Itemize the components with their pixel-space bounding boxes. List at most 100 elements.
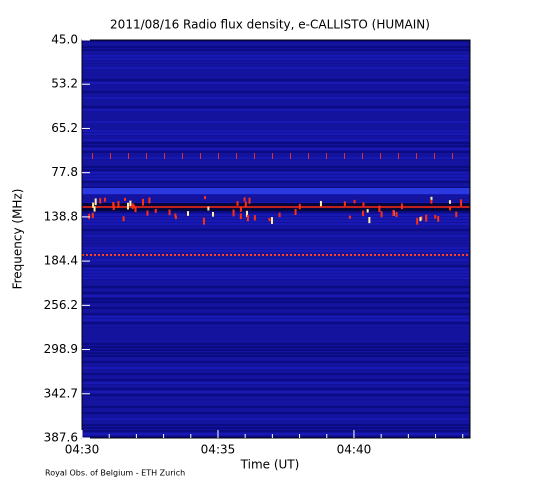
texture-row <box>82 370 470 372</box>
burst <box>343 201 346 207</box>
texture-row <box>82 361 470 363</box>
texture-row <box>82 160 470 162</box>
burst <box>134 206 137 213</box>
speck <box>154 254 156 256</box>
burst <box>448 206 451 211</box>
speck <box>386 254 388 256</box>
speck <box>254 153 255 159</box>
burst <box>93 206 96 212</box>
y-tick-label: 138.8 <box>44 209 78 223</box>
speck <box>134 254 136 256</box>
speck <box>202 254 204 256</box>
texture-row <box>82 295 470 297</box>
texture-row <box>82 403 470 405</box>
texture-row <box>82 286 470 288</box>
texture-row <box>82 70 470 72</box>
speck <box>286 254 288 256</box>
speck <box>326 153 327 159</box>
speck <box>430 254 432 256</box>
speck <box>354 254 356 256</box>
texture-row <box>82 436 470 438</box>
speck <box>416 153 417 159</box>
speck <box>426 254 428 256</box>
speck <box>306 254 308 256</box>
texture-row <box>82 55 470 57</box>
speck <box>370 254 372 256</box>
speck <box>94 254 96 256</box>
speck <box>272 153 273 159</box>
texture-row <box>82 157 470 159</box>
speck <box>418 254 420 256</box>
speck <box>326 254 328 256</box>
texture-row <box>82 424 470 426</box>
speck <box>338 254 340 256</box>
texture-row <box>82 259 470 261</box>
texture-row <box>82 289 470 291</box>
speck <box>130 254 132 256</box>
burst <box>253 215 256 221</box>
speck <box>330 254 332 256</box>
burst <box>103 197 106 202</box>
texture-row <box>82 235 470 237</box>
texture-row <box>82 184 470 186</box>
texture-row <box>82 301 470 303</box>
speck <box>138 254 140 256</box>
speck <box>234 254 236 256</box>
texture-row <box>82 58 470 60</box>
y-tick-label: 53.2 <box>51 77 78 91</box>
texture-row <box>82 172 470 174</box>
texture-row <box>82 73 470 75</box>
speck <box>450 254 452 256</box>
texture-row <box>82 133 470 135</box>
speck <box>378 254 380 256</box>
burst <box>244 201 247 208</box>
texture-row <box>82 154 470 156</box>
speck <box>98 254 100 256</box>
texture-row <box>82 181 470 183</box>
speck <box>298 254 300 256</box>
burst <box>131 203 134 210</box>
speck <box>110 254 112 256</box>
burst <box>146 210 149 216</box>
texture-row <box>82 352 470 354</box>
texture-row <box>82 100 470 102</box>
texture-row <box>82 142 470 144</box>
texture-row <box>82 316 470 318</box>
burst <box>91 212 94 219</box>
texture-row <box>82 412 470 414</box>
burst <box>133 204 136 208</box>
speck <box>246 254 248 256</box>
burst <box>246 215 249 222</box>
texture-row <box>82 130 470 132</box>
texture-row <box>82 322 470 324</box>
texture-row <box>82 382 470 384</box>
speck <box>158 254 160 256</box>
speck <box>90 254 92 256</box>
texture-row <box>82 427 470 429</box>
speck <box>314 254 316 256</box>
texture-row <box>82 46 470 48</box>
speck <box>414 254 416 256</box>
texture-row <box>82 307 470 309</box>
texture-row <box>82 178 470 180</box>
speck <box>86 254 88 256</box>
burst <box>232 209 235 217</box>
speck <box>178 254 180 256</box>
texture-row <box>82 325 470 327</box>
burst <box>248 197 251 204</box>
speck <box>206 254 208 256</box>
x-tick-label: 04:35 <box>201 443 236 457</box>
texture-row <box>82 328 470 330</box>
texture-row <box>82 433 470 435</box>
texture-row <box>82 244 470 246</box>
y-tick-label: 77.8 <box>51 165 78 179</box>
texture-row <box>82 349 470 351</box>
y-tick-label: 184.4 <box>44 254 78 268</box>
texture-row <box>82 175 470 177</box>
texture-row <box>82 241 470 243</box>
y-tick-label: 45.0 <box>51 33 78 47</box>
texture-row <box>82 394 470 396</box>
burst <box>319 200 322 207</box>
texture-row <box>82 214 470 216</box>
